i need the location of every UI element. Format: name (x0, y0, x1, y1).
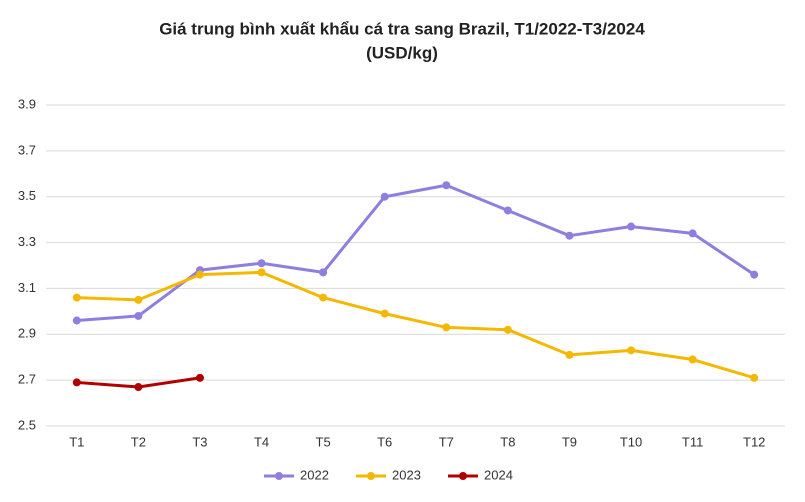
x-tick-label: T5 (316, 434, 331, 449)
chart-subtitle: (USD/kg) (366, 43, 438, 62)
x-tick-label: T6 (377, 434, 392, 449)
data-point (380, 309, 389, 318)
data-point (195, 270, 204, 279)
y-tick-label: 2.9 (18, 326, 36, 341)
legend-label: 2024 (484, 467, 513, 482)
x-tick-label: T4 (254, 434, 269, 449)
chart-title: Giá trung bình xuất khẩu cá tra sang Bra… (159, 19, 645, 38)
data-point (319, 268, 328, 277)
y-tick-label: 2.7 (18, 372, 36, 387)
data-point (503, 206, 512, 215)
y-tick-label: 3.5 (18, 188, 36, 203)
data-point (72, 378, 81, 387)
x-tick-label: T7 (439, 434, 454, 449)
y-tick-label: 2.5 (18, 417, 36, 432)
data-point (565, 350, 574, 359)
x-tick-label: T3 (192, 434, 207, 449)
data-point (134, 311, 143, 320)
legend-marker (459, 472, 467, 480)
x-tick-label: T10 (620, 434, 642, 449)
data-point (442, 181, 451, 190)
data-point (319, 293, 328, 302)
data-point (380, 192, 389, 201)
data-point (257, 268, 266, 277)
x-tick-label: T9 (562, 434, 577, 449)
y-tick-label: 3.3 (18, 234, 36, 249)
y-tick-label: 3.1 (18, 280, 36, 295)
data-point (72, 293, 81, 302)
y-tick-label: 3.7 (18, 142, 36, 157)
data-point (257, 259, 266, 268)
data-point (750, 270, 759, 279)
data-point (627, 346, 636, 355)
data-point (134, 383, 143, 392)
legend-label: 2023 (392, 467, 421, 482)
legend-marker (275, 472, 283, 480)
data-point (72, 316, 81, 325)
x-tick-label: T2 (131, 434, 146, 449)
legend-marker (367, 472, 375, 480)
data-point (688, 229, 697, 238)
data-point (565, 231, 574, 240)
legend-label: 2022 (300, 467, 329, 482)
x-tick-label: T1 (69, 434, 84, 449)
x-tick-label: T11 (682, 434, 703, 449)
data-point (503, 325, 512, 334)
data-point (627, 222, 636, 231)
data-point (442, 323, 451, 332)
y-tick-label: 3.9 (18, 96, 36, 111)
x-tick-label: T8 (500, 434, 515, 449)
x-tick-label: T12 (743, 434, 765, 449)
data-point (688, 355, 697, 364)
data-point (750, 373, 759, 382)
series-line (76, 270, 755, 380)
data-point (195, 373, 204, 382)
data-point (134, 295, 143, 304)
